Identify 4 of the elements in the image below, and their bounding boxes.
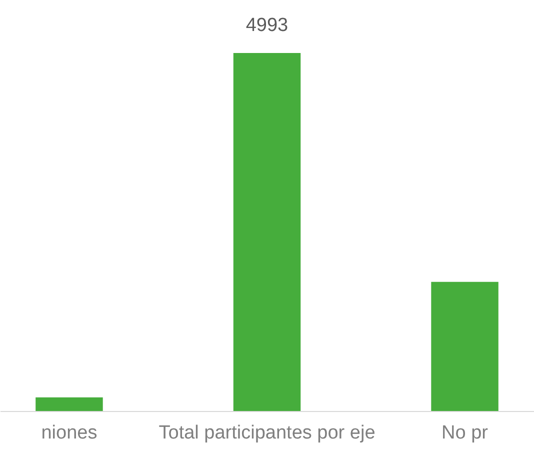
x-tick-label: No pr (442, 422, 489, 444)
x-tick-label: Total participantes por eje (158, 422, 376, 444)
data-label: 4993 (246, 14, 288, 36)
x-tick-label: niones (41, 422, 98, 444)
